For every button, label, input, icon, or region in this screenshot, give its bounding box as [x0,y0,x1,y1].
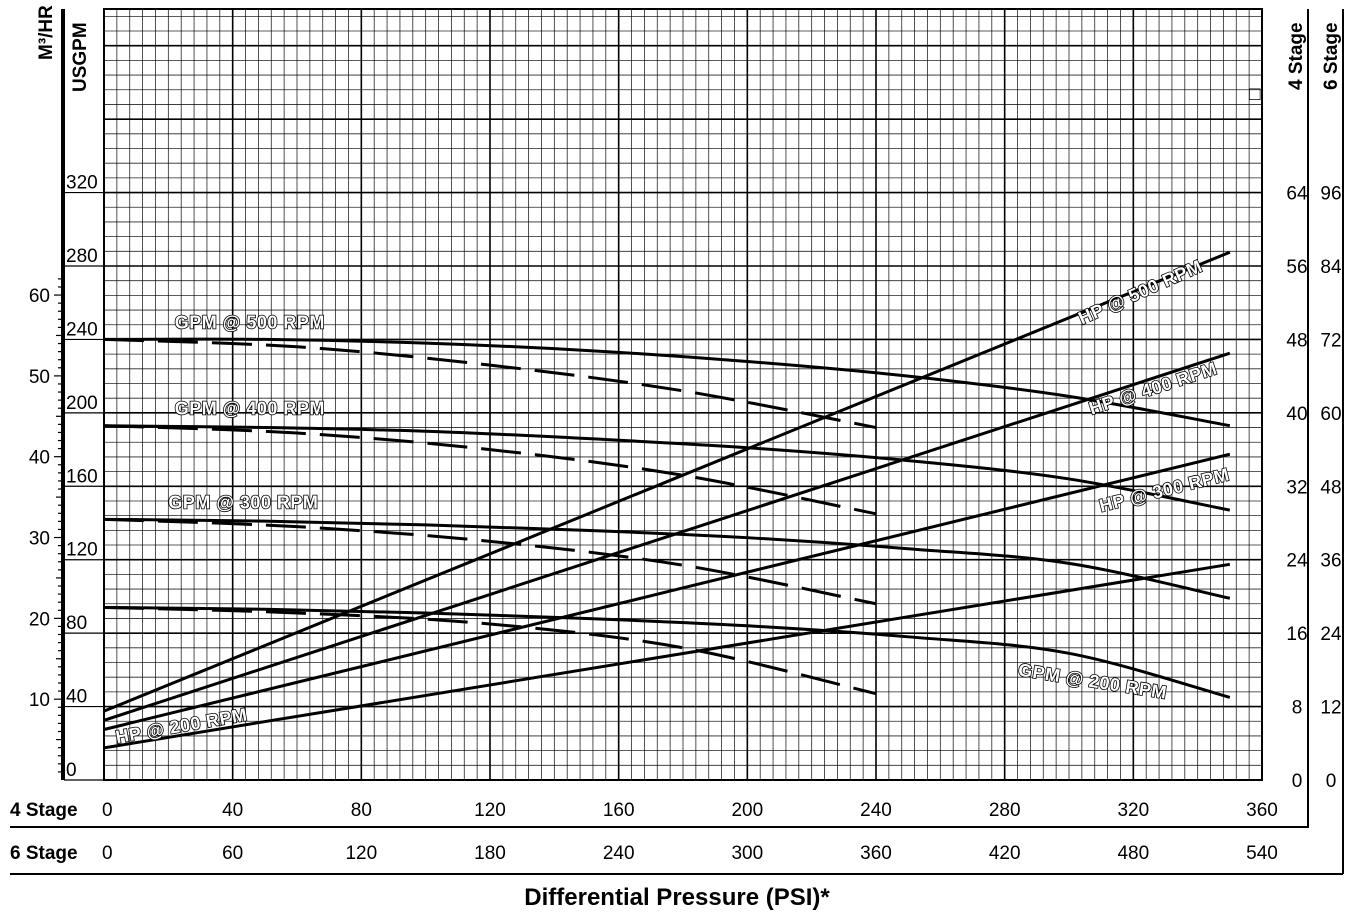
series-label: GPM @ 300 RPM [168,492,318,512]
hp6-tick-label: 36 [1320,551,1341,572]
series-line-5 [103,517,877,606]
m3hr-tick-label: 30 [29,529,50,550]
axis-labels: 04080120160200240280320102030405060M³/HR… [10,5,1342,911]
series-line-4 [103,517,1231,600]
series-lines [103,250,1231,750]
x-axis-6-tick-label: 60 [222,843,243,864]
hp6-tick-label: 24 [1320,624,1342,645]
series-line-11 [103,562,1231,750]
m3hr-tick-label: 20 [29,609,50,630]
hp6-tick-label: 60 [1320,404,1341,425]
hp4-tick-label: 32 [1286,477,1307,498]
series-label: GPM @ 200 RPM [1017,660,1168,703]
usgpm-tick-label: 280 [66,246,98,267]
series-line-1 [103,337,877,430]
x-axis-4-tick-label: 360 [1246,800,1278,821]
hp6-tick-label: 96 [1320,184,1341,205]
m3hr-axis-title: M³/HR [36,5,57,60]
hp6-tick-label: 72 [1320,330,1341,351]
plot-frame [103,8,1263,781]
x-axis-4-name: 4 Stage [10,800,78,821]
x-axis-4-tick-label: 280 [989,800,1021,821]
usgpm-tick-label: 120 [66,540,98,561]
x-axis-6-tick-label: 420 [989,843,1021,864]
usgpm-tick-label: 320 [66,173,98,194]
x-axis-4-tick-label: 40 [222,800,243,821]
hp4-tick-label: 56 [1286,257,1307,278]
m3hr-tick-label: 50 [29,367,50,388]
x-axis-6-name: 6 Stage [10,843,78,864]
hp4-tick-label: 16 [1286,624,1307,645]
usgpm-tick-label: 80 [66,613,87,634]
corner-marker: □ [1249,84,1261,105]
hp4-tick-label: 40 [1286,404,1307,425]
hp6-tick-label: 84 [1320,257,1342,278]
hp6-tick-label: 12 [1320,698,1341,719]
series-label: HP @ 400 RPM [1087,358,1220,418]
m3hr-tick-label: 40 [29,448,50,469]
series-line-10 [103,452,1231,731]
x-axis-4-tick-label: 0 [102,800,113,821]
x-axis-6-tick-label: 240 [603,843,635,864]
hp4-tick-label: 24 [1286,551,1308,572]
usgpm-tick-label: 240 [66,319,98,340]
hp4-tick-label: 48 [1286,330,1307,351]
x-axis-4-tick-label: 80 [351,800,372,821]
usgpm-tick-label: 160 [66,466,98,487]
right-axis-6-title: 6 Stage [1321,22,1342,90]
hp4-tick-label: 0 [1292,771,1303,792]
x-axis-4-tick-label: 160 [603,800,635,821]
m3hr-tick-label: 60 [29,286,50,307]
usgpm-axis-title: USGPM [70,22,91,92]
x-axis-4-tick-label: 240 [860,800,892,821]
m3hr-tick-label: 10 [29,690,50,711]
x-axis-6-tick-label: 0 [102,843,113,864]
x-axis-6-tick-label: 540 [1246,843,1278,864]
hp4-tick-label: 64 [1286,184,1308,205]
x-axis-6-tick-label: 480 [1117,843,1149,864]
x-axis-6-tick-label: 360 [860,843,892,864]
series-line-2 [103,424,1231,512]
x-axis-6-tick-label: 120 [345,843,377,864]
x-axis-6-tick-label: 300 [731,843,763,864]
x-axis-4-tick-label: 120 [474,800,506,821]
x-axis-4-tick-label: 200 [731,800,763,821]
usgpm-tick-label: 0 [66,760,77,781]
series-label: GPM @ 400 RPM [175,399,325,419]
x-axis-6-tick-label: 180 [474,843,506,864]
usgpm-tick-label: 40 [66,687,87,708]
x-axis-title: Differential Pressure (PSI)* [524,884,830,911]
usgpm-tick-label: 200 [66,393,98,414]
hp6-tick-label: 48 [1320,477,1341,498]
axes [10,9,1344,875]
series-line-7 [103,605,877,696]
hp6-tick-label: 0 [1326,771,1337,792]
series-line-3 [103,424,877,516]
series-line-9 [103,351,1231,722]
series-label: GPM @ 500 RPM [175,312,325,332]
x-axis-4-tick-label: 320 [1117,800,1149,821]
series-line-8 [103,250,1231,713]
hp4-tick-label: 8 [1292,698,1303,719]
right-axis-4-title: 4 Stage [1286,22,1307,90]
series-line-6 [103,605,1231,699]
series-line-0 [103,337,1231,428]
